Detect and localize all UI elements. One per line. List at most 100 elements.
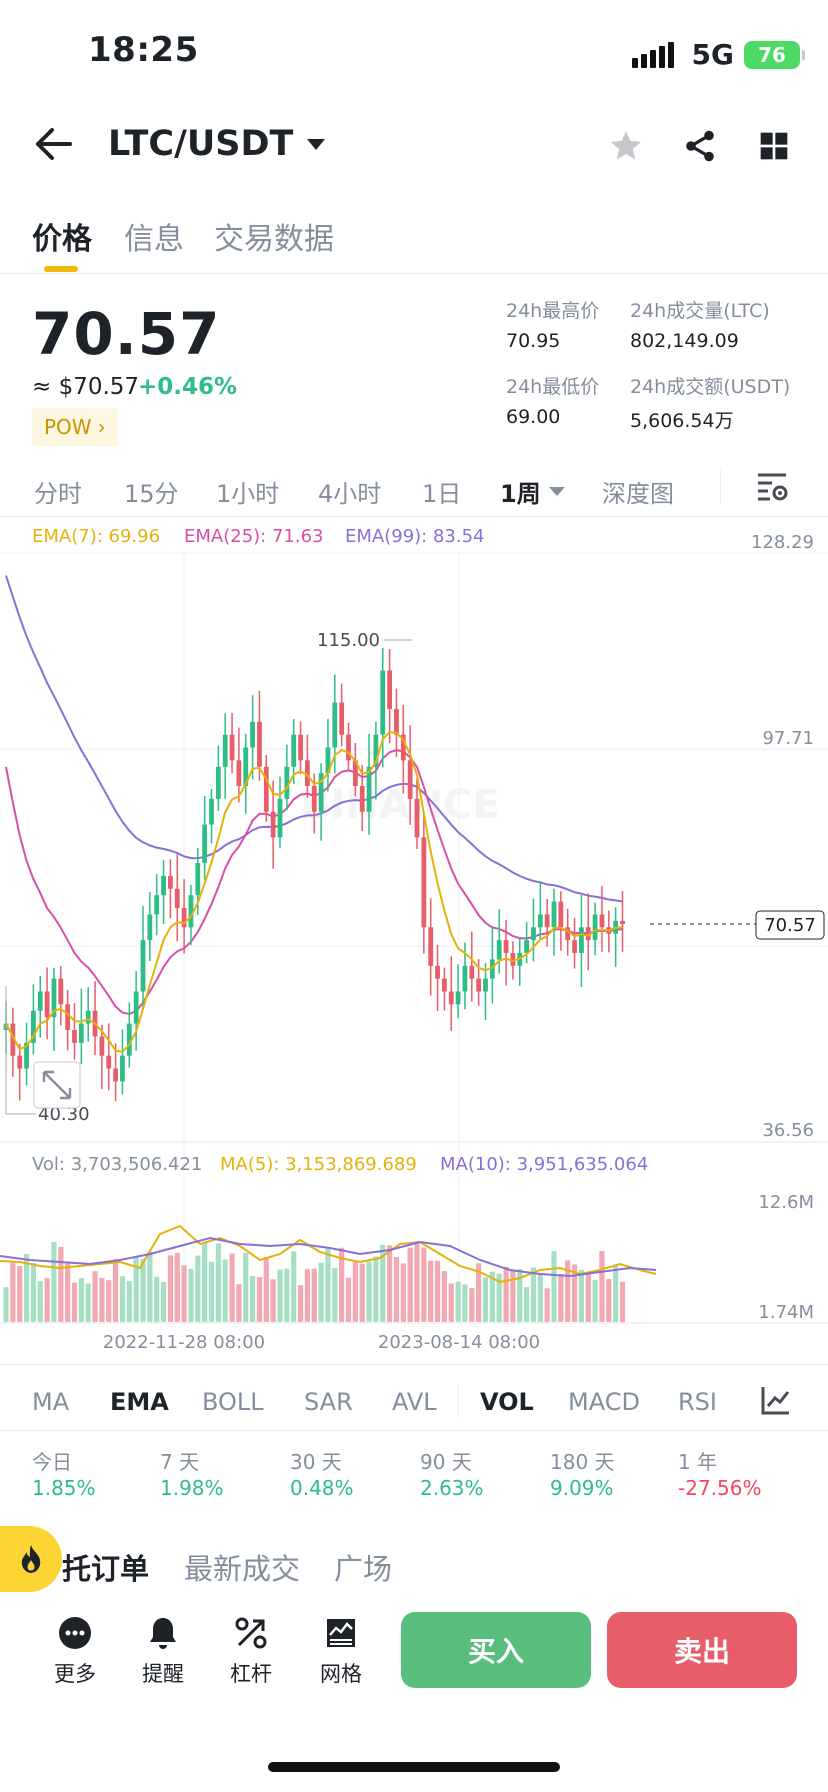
high-label: 24h最高价 (506, 300, 600, 322)
more-icon (59, 1617, 91, 1649)
candle-body (140, 940, 146, 992)
buy-button[interactable]: 买入 (401, 1612, 591, 1688)
candle-body (257, 721, 262, 767)
interval-4h[interactable]: 4小时 (318, 480, 382, 508)
volume-bar (524, 1287, 530, 1322)
candle-body (229, 734, 235, 761)
vol-legend: Vol: 3,703,506.421 (32, 1154, 202, 1175)
alert-button[interactable]: 提醒 (128, 1616, 198, 1688)
tab-latest-trades[interactable]: 最新成交 (184, 1552, 301, 1586)
volume-bar (215, 1243, 221, 1322)
volume-bar (304, 1269, 310, 1322)
candle-body (243, 747, 249, 787)
sell-button[interactable]: 卖出 (607, 1612, 797, 1688)
volume-bar (3, 1287, 9, 1322)
candle-body (277, 798, 283, 838)
indicator-vol[interactable]: VOL (480, 1388, 534, 1416)
tab-open-orders[interactable]: 托订单 (62, 1552, 150, 1586)
candle-body (421, 837, 427, 928)
candle-body (352, 760, 358, 787)
indicator-rsi[interactable]: RSI (678, 1388, 717, 1416)
volume-bar (448, 1283, 454, 1322)
volume-bar (10, 1262, 16, 1322)
volume-bar (297, 1285, 304, 1322)
indicator-boll[interactable]: BOLL (202, 1388, 264, 1416)
indicator-ma[interactable]: MA (32, 1388, 70, 1416)
candle-body (291, 734, 297, 767)
candle-body (346, 734, 351, 761)
indicator-macd[interactable]: MACD (568, 1388, 640, 1416)
volume-bar (23, 1253, 30, 1322)
volume-bar (147, 1251, 153, 1322)
interval-1h[interactable]: 1小时 (216, 480, 280, 508)
current-price-box (755, 910, 825, 940)
tab-price[interactable]: 价格 (32, 222, 92, 257)
candle-body (435, 965, 440, 979)
divider (0, 1364, 828, 1365)
candle-body (99, 1036, 105, 1056)
back-arrow-icon[interactable] (34, 126, 74, 162)
perf-value: -27.56% (678, 1476, 762, 1500)
grid-trading-icon (327, 1619, 355, 1647)
perf-label: 7 天 (160, 1450, 200, 1474)
candle-body (250, 721, 255, 748)
status-time: 18:25 (88, 30, 199, 70)
leverage-icon (235, 1617, 267, 1649)
volume-bar (558, 1274, 564, 1322)
candle-body (305, 760, 310, 787)
star-icon[interactable] (606, 126, 646, 166)
candle-body (579, 927, 584, 953)
interval-1w[interactable]: 1周 (500, 474, 565, 509)
volume-bar (455, 1281, 461, 1322)
grid-trading-button[interactable]: 网格 (306, 1616, 376, 1688)
candle-body (585, 927, 591, 941)
candlestick-chart[interactable]: BINANCE EMA(7): 69.96 EMA(25): 71.63 EMA… (0, 516, 828, 1366)
share-icon[interactable] (680, 126, 720, 166)
candle-body (263, 766, 269, 812)
tab-square[interactable]: 广场 (334, 1552, 393, 1586)
interval-15m[interactable]: 15分 (124, 480, 179, 508)
volume-bar (345, 1277, 352, 1322)
tab-trade-data[interactable]: 交易数据 (214, 222, 334, 257)
volume-bar (496, 1273, 502, 1322)
volume-bar (339, 1247, 345, 1322)
volume-bar (373, 1256, 379, 1322)
divider (0, 273, 828, 274)
candle-body (174, 888, 180, 909)
pow-tag[interactable]: POW › (32, 408, 118, 446)
low-value: 69.00 (506, 406, 561, 428)
chart-settings-icon[interactable] (756, 470, 790, 504)
more-button[interactable]: 更多 (40, 1616, 110, 1688)
volume-bar (65, 1263, 71, 1322)
tab-info[interactable]: 信息 (124, 222, 184, 257)
interval-timeline[interactable]: 分时 (34, 480, 82, 508)
interval-depth[interactable]: 深度图 (602, 480, 674, 508)
indicator-sar[interactable]: SAR (304, 1388, 353, 1416)
perf-label: 30 天 (290, 1450, 342, 1474)
candle-body (24, 1042, 29, 1069)
interval-1d[interactable]: 1日 (422, 480, 462, 508)
pair-selector[interactable]: LTC/USDT (108, 124, 326, 164)
volume-bar (393, 1257, 400, 1322)
volume-bar (578, 1269, 584, 1322)
volume-bar (277, 1269, 283, 1322)
candle-body (154, 895, 160, 915)
volume-bar (284, 1268, 290, 1322)
volume-bar (229, 1253, 235, 1322)
candle-body (400, 734, 406, 761)
candle-body (17, 1055, 23, 1069)
indicator-avl[interactable]: AVL (392, 1388, 437, 1416)
leverage-button[interactable]: 杠杆 (216, 1616, 286, 1688)
vol-ltc-label: 24h成交量(LTC) (630, 300, 770, 322)
candle-body (510, 952, 516, 966)
expand-icon[interactable] (33, 1061, 81, 1109)
chevron-right-icon: › (97, 415, 106, 439)
indicator-ema[interactable]: EMA (110, 1388, 169, 1416)
y-tick: 36.56 (762, 1120, 814, 1141)
divider (458, 1384, 459, 1418)
x-tick: 2022-11-28 08:00 (103, 1332, 265, 1353)
volume-bar (537, 1273, 543, 1322)
indicator-settings-icon[interactable] (760, 1384, 792, 1416)
grid-layout-icon[interactable] (754, 126, 794, 166)
fire-button[interactable] (0, 1526, 62, 1592)
